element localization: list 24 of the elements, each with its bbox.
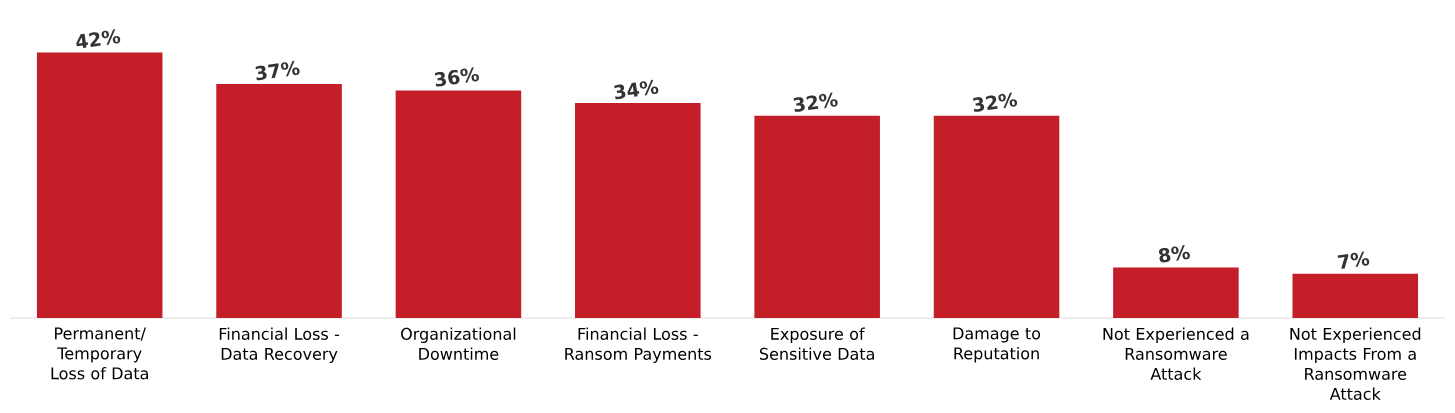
x-tick-label: Not Experienced Impacts From a Ransomware Attack [1290, 327, 1421, 400]
data-label: 37% [255, 60, 300, 81]
x-tick-label: Financial Loss - Data Recovery [219, 327, 340, 364]
bar [575, 103, 701, 318]
data-label: 34% [614, 79, 659, 100]
x-tick-label: Financial Loss - Ransom Payments [565, 327, 712, 364]
data-label: 32% [973, 92, 1018, 112]
bar [1292, 273, 1419, 318]
data-label: 42% [76, 29, 121, 48]
data-label: 32% [793, 92, 838, 112]
data-label: 8% [1158, 245, 1190, 263]
x-tick-label: Exposure of Sensitive Data [759, 327, 874, 360]
x-tick-label: Permanent/ Temporary Loss of Data [51, 327, 148, 380]
data-label: 7% [1337, 251, 1370, 269]
x-tick-label: Organizational Downtime [401, 327, 516, 360]
bar [395, 90, 522, 318]
bar [933, 115, 1060, 318]
x-tick-label: Damage to Reputation [953, 327, 1041, 363]
bar [36, 52, 163, 318]
bar [216, 84, 342, 318]
bar [754, 115, 880, 318]
data-label: 36% [434, 67, 479, 87]
bar [1113, 267, 1239, 318]
x-tick-label: Not Experienced a Ransomware Attack [1103, 327, 1249, 380]
